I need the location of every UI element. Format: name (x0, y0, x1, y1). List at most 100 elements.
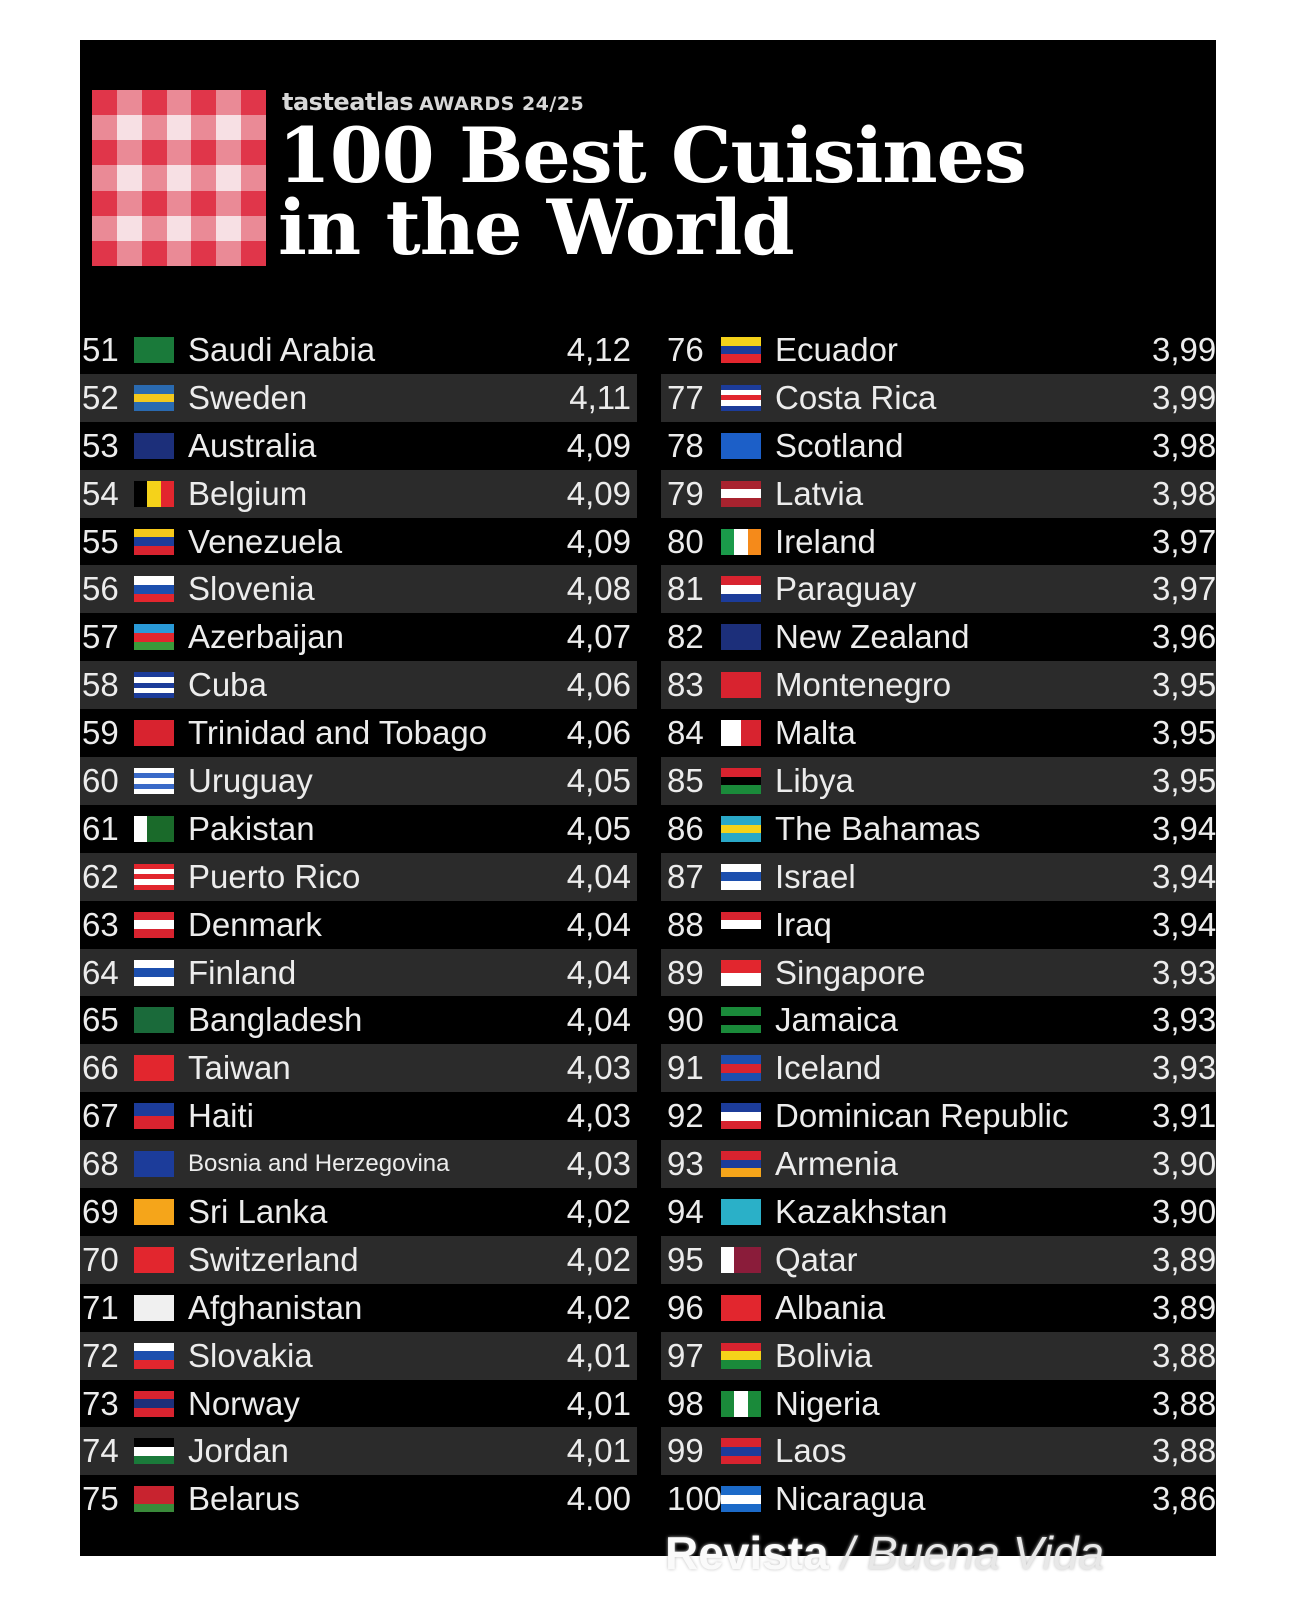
country-name: Bolivia (775, 1336, 873, 1374)
country-name: Armenia (775, 1145, 898, 1183)
country-name: Scotland (775, 426, 904, 464)
cuisine-score: 4,06 (566, 666, 631, 704)
cuisine-score: 4,11 (569, 378, 631, 416)
cuisine-score: 3,95 (1152, 666, 1216, 704)
ranking-row: 59 Trinidad and Tobago 4,06 (80, 709, 637, 757)
country-flag-icon (134, 1486, 174, 1513)
rank-number: 67 (82, 1097, 119, 1135)
ranking-row: 51 Saudi Arabia 4,12 (80, 326, 637, 374)
country-name: Iceland (775, 1049, 882, 1087)
cuisine-score: 3,90 (1152, 1145, 1216, 1183)
rank-number: 66 (82, 1049, 119, 1087)
country-flag-icon (134, 1342, 174, 1369)
cuisine-score: 4,08 (566, 570, 631, 608)
rank-number: 51 (82, 330, 119, 368)
rank-number: 52 (82, 378, 119, 416)
ranking-row: 58 Cuba 4,06 (80, 661, 637, 710)
country-flag-icon (134, 1294, 174, 1321)
cuisine-score: 4,05 (566, 809, 631, 847)
rank-number: 70 (82, 1240, 119, 1278)
rank-number: 75 (82, 1480, 119, 1518)
country-flag-icon (721, 863, 761, 890)
ranking-row: 65 Bangladesh 4,04 (80, 996, 637, 1044)
country-flag-icon (721, 1342, 761, 1369)
ranking-row: 73 Norway 4,01 (80, 1380, 637, 1428)
cuisine-score: 3,88 (1152, 1432, 1216, 1470)
cuisine-score: 4,04 (566, 953, 631, 991)
ranking-row: 75 Belarus 4.00 (80, 1475, 637, 1523)
country-flag-icon (134, 959, 174, 986)
country-name: Haiti (188, 1097, 255, 1135)
ranking-row: 83 Montenegro 3,95 (661, 661, 1216, 710)
country-flag-icon (134, 1055, 174, 1082)
ranking-row: 67 Haiti 4,03 (80, 1092, 637, 1140)
cuisine-score: 3,97 (1152, 522, 1216, 560)
rank-number: 80 (667, 522, 704, 560)
ranking-row: 74 Jordan 4,01 (80, 1427, 637, 1476)
country-name: Belarus (188, 1480, 300, 1518)
country-name: Latvia (775, 474, 864, 512)
country-name: New Zealand (775, 618, 970, 656)
country-flag-icon (721, 624, 761, 651)
cuisine-score: 4,03 (566, 1049, 631, 1087)
country-name: Saudi Arabia (188, 330, 376, 368)
watermark: Revista / Buena Vida (665, 1526, 1104, 1580)
cuisine-score: 3,94 (1152, 857, 1216, 895)
ranking-row: 60 Uruguay 4,05 (80, 757, 637, 805)
rank-number: 83 (667, 666, 704, 704)
cuisine-score: 3,93 (1152, 1001, 1216, 1039)
rank-number: 100 (667, 1480, 723, 1518)
country-name: Albania (775, 1288, 886, 1326)
ranking-row: 97 Bolivia 3,88 (661, 1331, 1216, 1380)
country-flag-icon (721, 1198, 761, 1225)
country-name: Switzerland (188, 1240, 359, 1278)
cuisine-score: 3,94 (1152, 905, 1216, 943)
country-name: Malta (775, 714, 856, 752)
country-flag-icon (134, 528, 174, 555)
rank-number: 60 (82, 761, 119, 799)
country-name: Laos (775, 1432, 847, 1470)
ranking-row: 63 Denmark 4,04 (80, 901, 637, 949)
cuisine-score: 3,97 (1152, 570, 1216, 608)
country-name: Libya (775, 761, 854, 799)
country-flag-icon (134, 863, 174, 890)
country-name: Nicaragua (775, 1480, 926, 1518)
country-name: Jamaica (775, 1001, 898, 1039)
country-flag-icon (721, 480, 761, 507)
cuisine-score: 4,04 (566, 857, 631, 895)
country-name: Pakistan (188, 809, 315, 847)
ranking-row: 62 Puerto Rico 4,04 (80, 852, 637, 901)
country-name: Sweden (188, 378, 308, 416)
rank-number: 62 (82, 857, 119, 895)
country-name: The Bahamas (775, 809, 981, 847)
rank-number: 87 (667, 857, 704, 895)
rank-number: 53 (82, 426, 119, 464)
ranking-row: 87 Israel 3,94 (661, 852, 1216, 901)
cuisine-score: 3,95 (1152, 761, 1216, 799)
country-flag-icon (134, 815, 174, 842)
country-flag-icon (134, 720, 174, 747)
country-flag-icon (721, 1246, 761, 1273)
country-flag-icon (721, 1438, 761, 1465)
ranking-row: 53 Australia 4,09 (80, 422, 637, 470)
country-name: Ecuador (775, 330, 898, 368)
ranking-row: 77 Costa Rica 3,99 (661, 373, 1216, 422)
rank-number: 97 (667, 1336, 704, 1374)
ranking-row: 88 Iraq 3,94 (661, 901, 1216, 949)
country-flag-icon (134, 1198, 174, 1225)
cuisine-score: 3,95 (1152, 714, 1216, 752)
cuisine-score: 3,96 (1152, 618, 1216, 656)
rank-number: 58 (82, 666, 119, 704)
ranking-row: 93 Armenia 3,90 (661, 1140, 1216, 1189)
country-name: Costa Rica (775, 378, 937, 416)
ranking-poster: tasteatlas AWARDS 24/25 100 Best Cuisines… (80, 40, 1216, 1556)
ranking-row: 54 Belgium 4,09 (80, 469, 637, 518)
ranking-row: 69 Sri Lanka 4,02 (80, 1188, 637, 1236)
country-name: Taiwan (188, 1049, 291, 1087)
cuisine-score: 4,02 (566, 1288, 631, 1326)
ranking-row: 98 Nigeria 3,88 (661, 1380, 1216, 1428)
cuisine-score: 4,07 (566, 618, 631, 656)
country-flag-icon (134, 432, 174, 459)
ranking-row: 86 The Bahamas 3,94 (661, 805, 1216, 853)
ranking-row: 52 Sweden 4,11 (80, 373, 637, 422)
